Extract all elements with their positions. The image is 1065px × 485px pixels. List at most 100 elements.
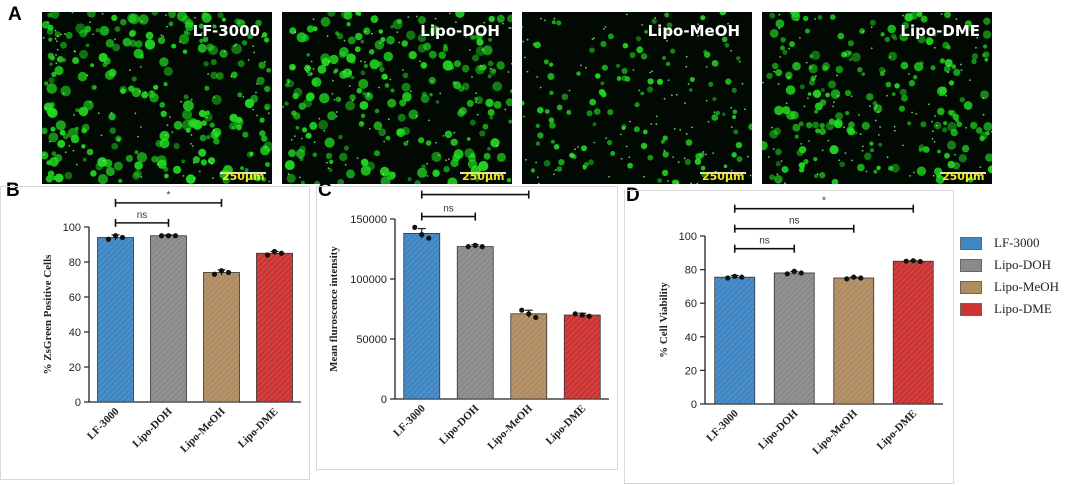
y-tick-label: 100000 (350, 274, 387, 286)
cell-dot (843, 126, 845, 129)
cell-blob (953, 68, 961, 76)
panel-label-c: C (318, 180, 332, 201)
cell-blob (493, 101, 502, 109)
cell-blob (197, 43, 207, 53)
chart-panel-c: 0 50000 100000 150000 Mean fluroscence inten… (316, 186, 618, 470)
cell-dot (190, 98, 193, 101)
cell-blob (320, 16, 331, 27)
cell-dot (192, 161, 195, 164)
cell-blob (202, 36, 209, 43)
cell-blob (317, 65, 327, 74)
cell-dot (776, 173, 779, 176)
cell-dot (947, 71, 949, 74)
cell-dot (290, 138, 293, 141)
cell-dot (805, 61, 808, 64)
cell-blob (55, 120, 66, 131)
cell-blob (819, 172, 826, 179)
cell-dot (208, 160, 211, 163)
cell-dot (553, 173, 555, 176)
y-tick-label: 40 (69, 327, 81, 339)
cell-blob (237, 60, 245, 68)
cell-blob (769, 29, 779, 38)
cell-dot (415, 15, 418, 18)
cell-dot (526, 70, 529, 73)
cell-blob (300, 180, 305, 184)
cell-blob (159, 57, 169, 67)
cell-blob (48, 37, 53, 42)
cell-blob (112, 43, 120, 52)
cell-blob (79, 49, 88, 59)
cell-dot (504, 108, 507, 111)
bar (833, 277, 875, 405)
cell-blob (947, 109, 954, 116)
cell-blob (964, 20, 972, 28)
cell-blob (689, 88, 693, 92)
cell-blob (401, 40, 408, 47)
cell-dot (54, 29, 57, 32)
cell-blob (847, 127, 856, 136)
cell-blob (644, 30, 648, 34)
cell-dot (861, 145, 864, 148)
cell-blob (145, 31, 154, 40)
cell-blob (785, 85, 796, 95)
cell-blob (627, 162, 633, 169)
cell-blob (354, 46, 361, 53)
cell-dot (744, 108, 746, 111)
cell-blob (108, 68, 117, 77)
cell-dot (134, 112, 137, 115)
cell-blob (775, 148, 782, 156)
cell-blob (792, 123, 801, 132)
cell-blob (833, 119, 843, 129)
cell-dot (705, 99, 708, 102)
cell-blob (589, 47, 595, 53)
fluorescence-cells-image (282, 12, 512, 184)
cell-blob (814, 174, 819, 179)
cell-dot (571, 154, 574, 157)
cell-blob (556, 20, 562, 26)
cell-blob (450, 138, 458, 146)
cell-dot (679, 129, 682, 131)
cell-dot (875, 105, 878, 107)
cell-blob (829, 145, 839, 155)
legend-swatch (960, 281, 982, 294)
cell-dot (101, 12, 104, 15)
cell-blob (284, 82, 290, 88)
bar (403, 233, 441, 400)
cell-blob (556, 104, 563, 111)
cell-blob (983, 17, 991, 25)
cell-dot (625, 13, 628, 16)
cell-blob (209, 122, 215, 128)
cell-dot (481, 48, 484, 51)
cell-blob (684, 158, 692, 166)
cell-blob (83, 100, 94, 111)
cell-blob (467, 159, 478, 169)
cell-blob (766, 72, 773, 79)
cell-dot (808, 140, 810, 143)
cell-blob (887, 24, 896, 34)
cell-blob (469, 119, 476, 126)
cell-blob (819, 122, 825, 129)
cell-blob (837, 32, 845, 40)
cell-blob (806, 122, 813, 129)
cell-blob (296, 32, 307, 43)
cell-dot (705, 153, 707, 156)
cell-blob (210, 71, 218, 80)
cell-blob (985, 131, 990, 136)
cell-blob (576, 71, 581, 76)
cell-blob (951, 64, 957, 69)
cell-blob (49, 157, 59, 167)
cell-dot (268, 180, 271, 183)
cell-blob (939, 58, 945, 64)
cell-blob (339, 47, 349, 57)
legend-item-lipo-doh: Lipo-DOH (960, 257, 1065, 277)
cell-blob (779, 45, 785, 51)
cell-blob (689, 77, 695, 82)
cell-blob (810, 50, 821, 60)
cell-blob (891, 92, 896, 96)
cell-blob (240, 166, 244, 171)
cell-dot (129, 69, 131, 72)
cell-blob (968, 24, 976, 32)
cell-blob (249, 173, 256, 180)
cell-blob (244, 168, 249, 173)
cell-blob (309, 121, 318, 130)
